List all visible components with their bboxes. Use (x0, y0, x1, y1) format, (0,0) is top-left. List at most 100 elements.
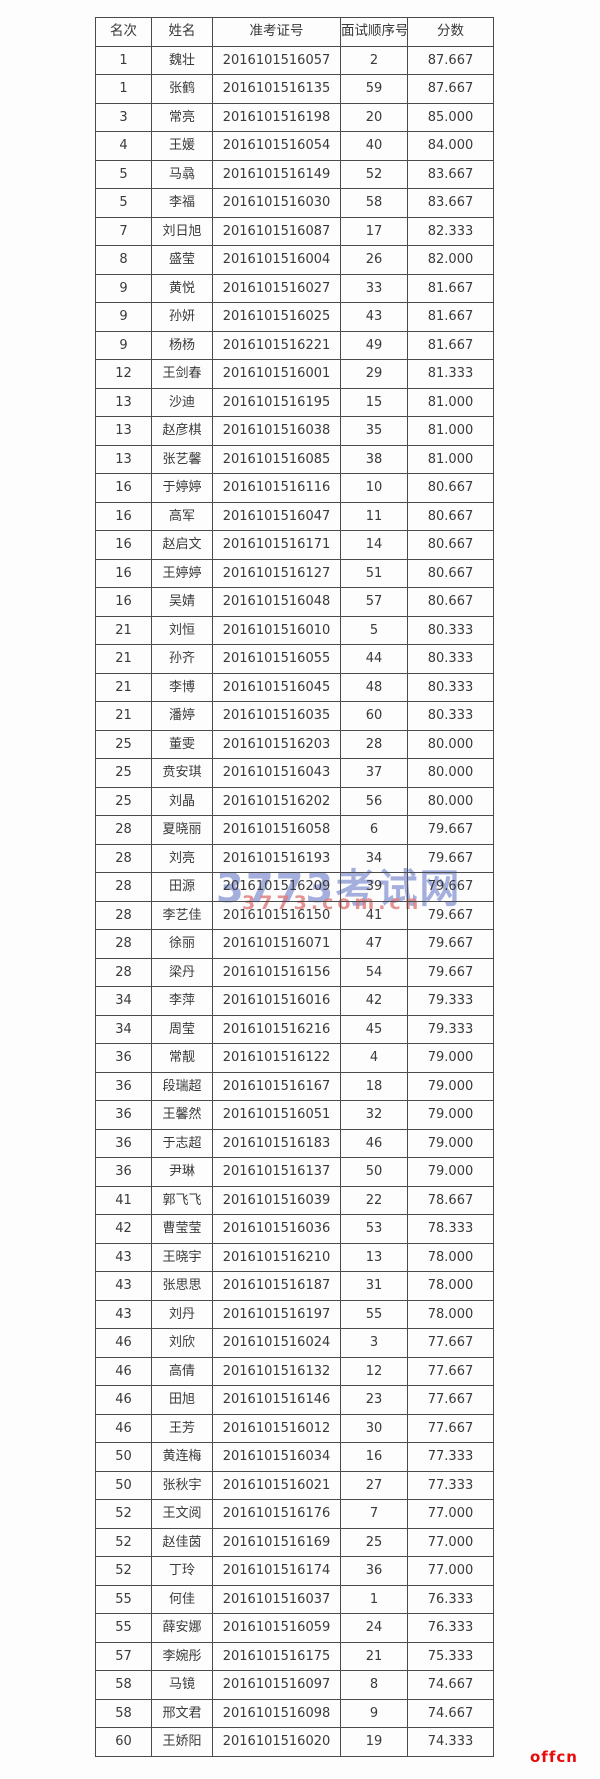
rank-cell: 50 (95, 1470, 152, 1500)
exam-id-cell: 2016101516058 (212, 815, 341, 845)
name-cell: 马镜 (151, 1670, 213, 1700)
table-row: 36 于志超 2016101516183 46 79.000 (95, 1128, 494, 1158)
name-cell: 刘亮 (151, 843, 213, 873)
exam-id-cell: 2016101516001 (212, 359, 341, 389)
rank-cell: 21 (95, 644, 152, 674)
name-cell: 王文阅 (151, 1499, 213, 1529)
interview-order-cell: 34 (340, 843, 408, 873)
rank-cell: 50 (95, 1442, 152, 1472)
score-cell: 79.000 (407, 1043, 494, 1073)
score-cell: 78.000 (407, 1271, 494, 1301)
exam-id-cell: 2016101516037 (212, 1584, 341, 1614)
score-cell: 80.667 (407, 530, 494, 560)
exam-id-cell: 2016101516036 (212, 1214, 341, 1244)
interview-order-cell: 14 (340, 530, 408, 560)
interview-order-cell: 44 (340, 644, 408, 674)
score-cell: 81.667 (407, 302, 494, 332)
score-cell: 80.333 (407, 615, 494, 645)
score-cell: 79.667 (407, 957, 494, 987)
rank-cell: 5 (95, 188, 152, 218)
table-row: 52 王文阅 2016101516176 7 77.000 (95, 1499, 494, 1529)
table-row: 28 梁丹 2016101516156 54 79.667 (95, 957, 494, 987)
score-cell: 78.667 (407, 1185, 494, 1215)
name-cell: 马骉 (151, 159, 213, 189)
name-cell: 王婷婷 (151, 558, 213, 588)
score-cell: 83.667 (407, 159, 494, 189)
score-cell: 80.000 (407, 729, 494, 759)
rank-cell: 9 (95, 302, 152, 332)
interview-order-cell: 28 (340, 729, 408, 759)
rank-cell: 60 (95, 1727, 152, 1757)
rank-cell: 36 (95, 1071, 152, 1101)
exam-id-cell: 2016101516057 (212, 45, 341, 75)
table-row: 34 李萍 2016101516016 42 79.333 (95, 986, 494, 1016)
rank-cell: 28 (95, 843, 152, 873)
exam-id-cell: 2016101516027 (212, 273, 341, 303)
exam-id-cell: 2016101516175 (212, 1641, 341, 1671)
table-row: 12 王剑春 2016101516001 29 81.333 (95, 359, 494, 389)
name-cell: 尹琳 (151, 1157, 213, 1187)
exam-id-cell: 2016101516193 (212, 843, 341, 873)
rank-cell: 41 (95, 1185, 152, 1215)
name-cell: 张秋宇 (151, 1470, 213, 1500)
header-cell-3: 面试顺序号 (340, 17, 408, 47)
score-cell: 77.000 (407, 1527, 494, 1557)
interview-order-cell: 21 (340, 1641, 408, 1671)
exam-id-cell: 2016101516156 (212, 957, 341, 987)
interview-order-cell: 60 (340, 701, 408, 731)
exam-id-cell: 2016101516098 (212, 1698, 341, 1728)
table-row: 1 张鹤 2016101516135 59 87.667 (95, 74, 494, 104)
table-row: 43 王晓宇 2016101516210 13 78.000 (95, 1242, 494, 1272)
rank-cell: 4 (95, 131, 152, 161)
name-cell: 梁丹 (151, 957, 213, 987)
interview-order-cell: 10 (340, 473, 408, 503)
table-row: 55 薛安娜 2016101516059 24 76.333 (95, 1613, 494, 1643)
name-cell: 董雯 (151, 729, 213, 759)
rank-cell: 58 (95, 1698, 152, 1728)
name-cell: 田旭 (151, 1385, 213, 1415)
table-body: 1 魏壮 2016101516057 2 87.667 1 张鹤 2016101516135 5… (95, 45, 494, 1757)
score-cell: 81.667 (407, 330, 494, 360)
exam-id-cell: 2016101516097 (212, 1670, 341, 1700)
name-cell: 高军 (151, 501, 213, 531)
interview-order-cell: 39 (340, 872, 408, 902)
rank-cell: 13 (95, 444, 152, 474)
rank-cell: 3 (95, 102, 152, 132)
name-cell: 邢文君 (151, 1698, 213, 1728)
name-cell: 张艺馨 (151, 444, 213, 474)
rank-cell: 5 (95, 159, 152, 189)
rank-cell: 21 (95, 672, 152, 702)
score-cell: 82.000 (407, 245, 494, 275)
table-row: 4 王媛 2016101516054 40 84.000 (95, 131, 494, 161)
name-cell: 王媛 (151, 131, 213, 161)
table-row: 5 马骉 2016101516149 52 83.667 (95, 159, 494, 189)
exam-id-cell: 2016101516146 (212, 1385, 341, 1415)
exam-id-cell: 2016101516174 (212, 1556, 341, 1586)
table-row: 58 马镜 2016101516097 8 74.667 (95, 1670, 494, 1700)
score-cell: 77.000 (407, 1556, 494, 1586)
table-row: 36 段瑞超 2016101516167 18 79.000 (95, 1071, 494, 1101)
table-row: 9 黄悦 2016101516027 33 81.667 (95, 273, 494, 303)
interview-order-cell: 51 (340, 558, 408, 588)
name-cell: 刘丹 (151, 1299, 213, 1329)
interview-order-cell: 2 (340, 45, 408, 75)
table-row: 28 田源 2016101516209 39 79.667 (95, 872, 494, 902)
interview-order-cell: 25 (340, 1527, 408, 1557)
name-cell: 潘婷 (151, 701, 213, 731)
table-row: 52 丁玲 2016101516174 36 77.000 (95, 1556, 494, 1586)
table-row: 36 王馨然 2016101516051 32 79.000 (95, 1100, 494, 1130)
name-cell: 丁玲 (151, 1556, 213, 1586)
name-cell: 吴婧 (151, 587, 213, 617)
exam-id-cell: 2016101516055 (212, 644, 341, 674)
exam-id-cell: 2016101516149 (212, 159, 341, 189)
exam-id-cell: 2016101516034 (212, 1442, 341, 1472)
exam-id-cell: 2016101516150 (212, 900, 341, 930)
name-cell: 常靓 (151, 1043, 213, 1073)
interview-order-cell: 38 (340, 444, 408, 474)
name-cell: 田源 (151, 872, 213, 902)
table-row: 21 潘婷 2016101516035 60 80.333 (95, 701, 494, 731)
score-cell: 81.000 (407, 416, 494, 446)
table-row: 43 张思思 2016101516187 31 78.000 (95, 1271, 494, 1301)
score-cell: 82.333 (407, 216, 494, 246)
name-cell: 王晓宇 (151, 1242, 213, 1272)
